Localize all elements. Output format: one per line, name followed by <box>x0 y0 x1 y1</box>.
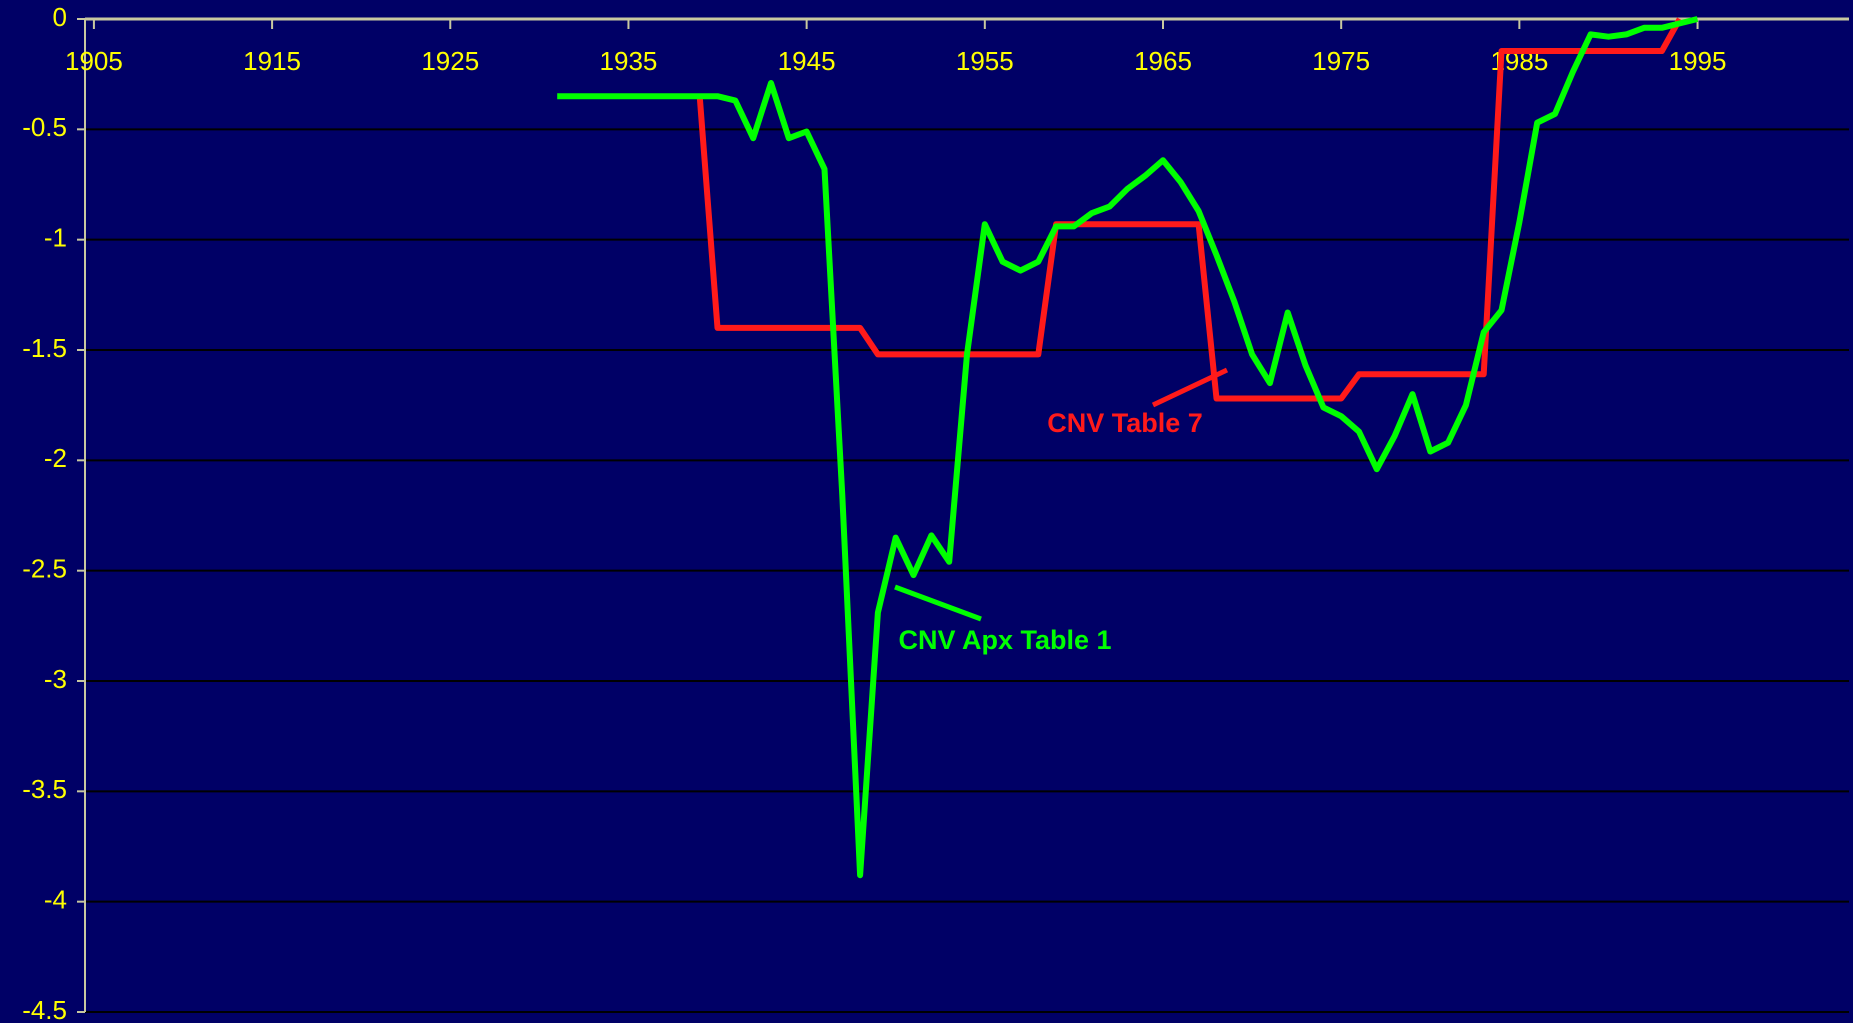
y-tick-label: -0.5 <box>22 112 67 142</box>
x-tick-label: 1915 <box>243 46 301 76</box>
y-tick-label: -1 <box>44 223 67 253</box>
x-tick-label: 1965 <box>1134 46 1192 76</box>
y-tick-label: -1.5 <box>22 333 67 363</box>
x-tick-label: 1975 <box>1312 46 1370 76</box>
annotation-pointer <box>894 584 982 622</box>
y-tick-label: -4.5 <box>22 995 67 1023</box>
series-line <box>557 16 1699 879</box>
x-tick-label: 1955 <box>956 46 1014 76</box>
series-label: CNV Apx Table 1 <box>898 625 1111 655</box>
x-tick-label: 1905 <box>65 46 123 76</box>
series-label: CNV Table 7 <box>1047 408 1203 438</box>
x-tick-label: 1925 <box>421 46 479 76</box>
y-tick-label: -2.5 <box>22 554 67 584</box>
x-tick-label: 1945 <box>778 46 836 76</box>
x-tick-label: 1995 <box>1669 46 1727 76</box>
y-tick-label: -3.5 <box>22 774 67 804</box>
y-tick-label: -2 <box>44 443 67 473</box>
annotation-pointer <box>1151 367 1229 408</box>
y-tick-label: -4 <box>44 885 67 915</box>
x-tick-label: 1935 <box>600 46 658 76</box>
series-line <box>696 17 1683 402</box>
y-tick-label: -3 <box>44 664 67 694</box>
y-tick-label: 0 <box>53 2 67 32</box>
